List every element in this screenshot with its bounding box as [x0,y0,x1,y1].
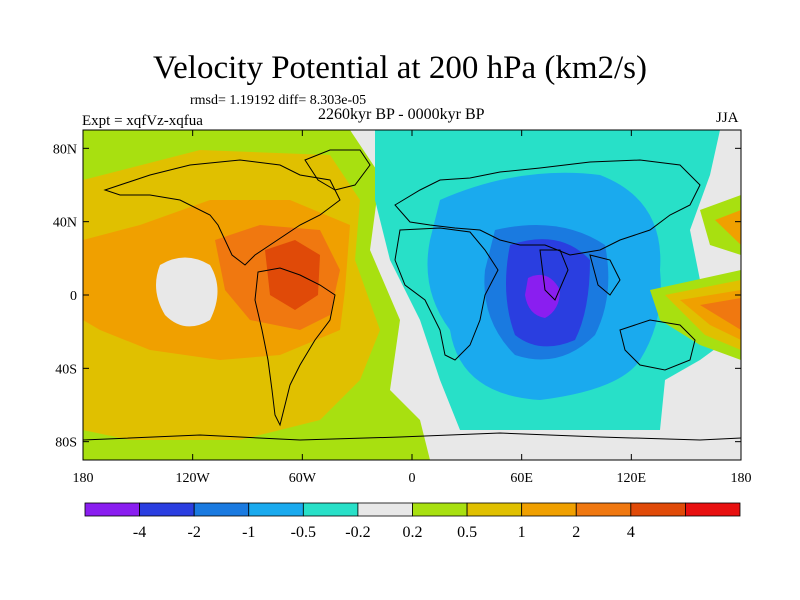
colorbar-swatch [521,502,577,517]
colorbar-swatch [84,502,140,517]
colorbar-label: 4 [627,524,635,541]
colorbar-swatch [248,502,304,517]
colorbar-swatch [302,502,359,517]
period-label: 2260kyr BP - 0000kyr BP [318,106,485,123]
longitude-axis: 180 120W 60W 0 60E 120E 180 [73,130,752,486]
lat-tick-label: 80N [53,142,77,157]
lon-tick-label: 60E [510,471,533,486]
lon-tick-label: 180 [731,471,752,486]
colorbar-label: 1 [518,524,526,541]
coastlines [83,149,741,441]
coast-south-america [254,267,336,427]
colorbar-label: 0.5 [457,524,477,541]
lon-tick-label: 60W [289,471,317,486]
lat-tick-label: 40S [55,362,77,377]
map-title: Velocity Potential at 200 hPa (km2/s) [152,50,648,86]
contour-wpac-2 [700,298,741,330]
lon-tick-label: 120W [176,471,211,486]
colorbar-swatch [466,502,523,517]
colorbar-swatch [630,502,686,517]
colorbar-label: -4 [133,524,146,541]
colorbar-swatch [139,502,195,517]
contour-positive-4 [265,240,320,310]
colorbar-swatch [357,502,413,517]
coast-north-america [103,159,341,266]
coast-indochina [589,254,621,296]
lon-tick-label: 120E [617,471,647,486]
coast-europe [394,159,701,256]
contour-zero-hole [156,257,218,327]
colorbar-label: -1 [242,524,255,541]
colorbar-swatch [412,502,468,517]
colorbar-label: -0.5 [291,524,316,541]
colorbar-label: -0.2 [345,524,370,541]
colorbar-swatch [685,502,741,517]
experiment-label: Expt = xqfVz-xqfua [82,113,203,129]
latitude-axis: 80N 40N 0 40S 80S [53,142,741,451]
colorbar-label: -2 [188,524,201,541]
coast-australia [619,319,696,371]
contour-npac-0.5 [715,210,741,245]
coast-india [539,249,569,301]
colorbar: -4 -2 -1 -0.5 -0.2 0.2 0.5 1 2 4 [84,502,741,541]
lon-tick-label: 180 [73,471,94,486]
colorbar-swatch [193,502,250,517]
contour-negative-4 [525,274,560,318]
coast-africa [394,227,499,361]
colorbar-swatch [575,502,632,517]
season-label: JJA [716,110,739,126]
coast-antarctica [83,432,741,441]
rmsd-diff-text: rmsd= 1.19192 diff= 8.303e-05 [190,93,367,108]
lat-tick-label: 40N [53,216,77,231]
colorbar-label: 0.2 [403,524,423,541]
coast-greenland [304,149,371,191]
lat-tick-label: 80S [55,436,77,451]
lat-tick-label: 0 [70,289,77,304]
colorbar-label: 2 [572,524,580,541]
contour-field [83,130,741,460]
lon-tick-label: 0 [409,471,416,486]
